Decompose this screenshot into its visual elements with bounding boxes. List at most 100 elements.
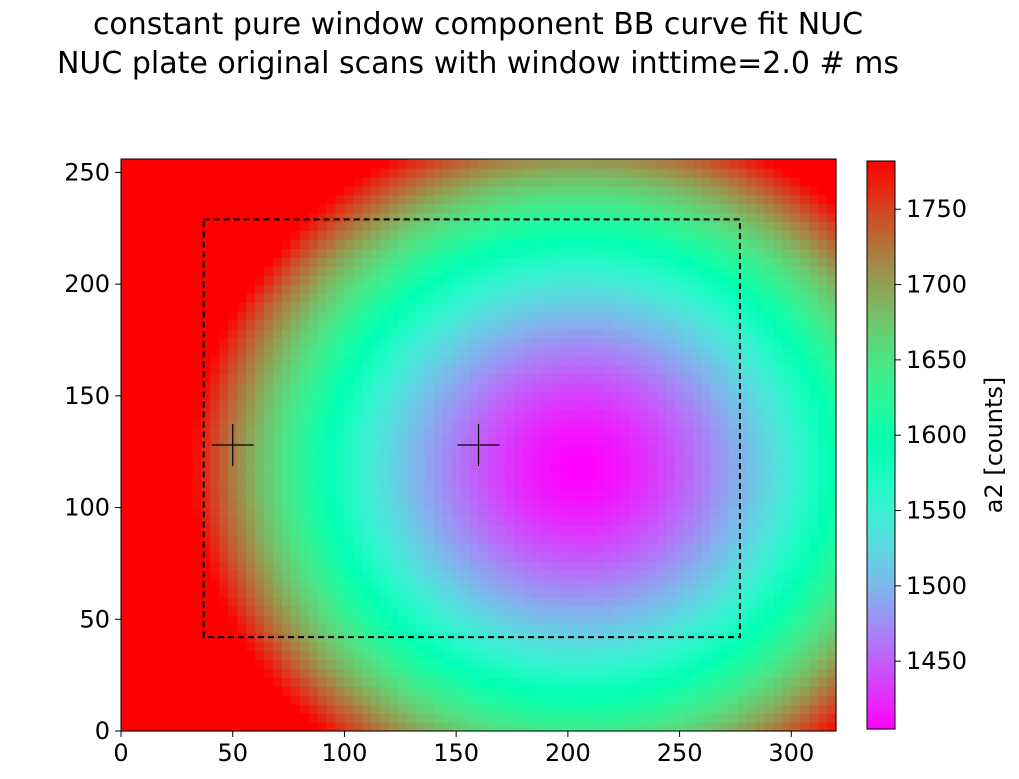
heatmap-cell	[442, 418, 453, 428]
heatmap-cell	[666, 257, 676, 267]
heatmap-cell	[183, 409, 194, 419]
heatmap-cell	[809, 257, 819, 267]
heatmap-cell	[362, 659, 372, 670]
heatmap-cell	[371, 471, 381, 482]
heatmap-cell	[818, 605, 828, 616]
heatmap-cell	[684, 552, 694, 562]
heatmap-cell	[621, 257, 632, 267]
heatmap-cell	[487, 480, 497, 491]
heatmap-cell	[550, 552, 560, 562]
heatmap-cell	[612, 722, 623, 732]
heatmap-cell	[496, 471, 506, 482]
heatmap-cell	[791, 319, 801, 330]
heatmap-cell	[576, 525, 587, 535]
heatmap-cell	[827, 319, 837, 330]
heatmap-cell	[210, 310, 220, 321]
heatmap-cell	[353, 453, 363, 464]
heatmap-cell	[174, 552, 185, 562]
heatmap-cell	[505, 239, 515, 249]
heatmap-cell	[523, 319, 533, 330]
heatmap-cell	[121, 185, 131, 196]
heatmap-cell	[782, 462, 792, 473]
heatmap-cell	[728, 266, 739, 276]
heatmap-cell	[603, 185, 614, 196]
heatmap-cell	[129, 561, 140, 571]
heatmap-cell	[710, 525, 721, 535]
heatmap-cell	[800, 579, 810, 589]
heatmap-cell	[121, 507, 131, 518]
heatmap-cell	[121, 713, 131, 723]
heatmap-cell	[701, 704, 712, 714]
heatmap-cell	[138, 427, 149, 437]
heatmap-cell	[737, 686, 748, 696]
heatmap-cell	[433, 641, 444, 652]
heatmap-cell	[219, 266, 229, 276]
heatmap-cell	[353, 534, 363, 544]
heatmap-cell	[800, 328, 810, 339]
heatmap-cell	[710, 695, 721, 705]
heatmap-cell	[237, 167, 247, 178]
heatmap-cell	[317, 516, 328, 527]
heatmap-cell	[585, 561, 596, 571]
heatmap-cell	[585, 525, 596, 535]
heatmap-cell	[728, 650, 739, 661]
heatmap-cell	[308, 516, 319, 527]
heatmap-cell	[380, 284, 390, 294]
heatmap-cell	[129, 650, 140, 661]
heatmap-cell	[728, 507, 739, 518]
heatmap-cell	[147, 418, 158, 428]
heatmap-cell	[478, 293, 489, 303]
heatmap-cell	[630, 400, 640, 410]
heatmap-cell	[746, 462, 757, 473]
heatmap-cell	[514, 328, 524, 339]
heatmap-cell	[156, 346, 167, 357]
heatmap-cell	[281, 543, 292, 553]
heatmap-cell	[371, 212, 381, 223]
heatmap-cell	[228, 543, 238, 553]
heatmap-cell	[201, 194, 211, 205]
heatmap-cell	[496, 248, 506, 258]
heatmap-cell	[764, 212, 775, 223]
heatmap-cell	[415, 436, 426, 446]
heatmap-cell	[558, 239, 569, 249]
heatmap-cell	[210, 579, 220, 589]
heatmap-cell	[746, 346, 757, 357]
heatmap-cell	[612, 614, 623, 625]
heatmap-cell	[469, 570, 480, 580]
heatmap-cell	[773, 588, 783, 598]
heatmap-cell	[344, 185, 354, 196]
heatmap-cell	[666, 346, 676, 357]
heatmap-cell	[469, 176, 480, 187]
heatmap-cell	[666, 203, 676, 214]
heatmap-cell	[451, 212, 462, 223]
heatmap-cell	[228, 230, 238, 241]
heatmap-cell	[550, 623, 560, 634]
heatmap-cell	[335, 516, 346, 527]
heatmap-cell	[424, 427, 435, 437]
heatmap-cell	[791, 525, 801, 535]
heatmap-cell	[818, 704, 828, 714]
heatmap-cell	[442, 605, 453, 616]
heatmap-cell	[362, 319, 372, 330]
heatmap-cell	[121, 686, 131, 696]
heatmap-cell	[594, 534, 605, 544]
heatmap-cell	[442, 319, 453, 330]
heatmap-cell	[290, 176, 301, 187]
heatmap-cell	[272, 364, 283, 375]
heatmap-cell	[272, 445, 283, 455]
heatmap-cell	[147, 614, 158, 625]
heatmap-cell	[353, 641, 363, 652]
heatmap-cell	[299, 453, 310, 464]
heatmap-cell	[648, 462, 658, 473]
heatmap-cell	[317, 552, 328, 562]
heatmap-cell	[746, 203, 757, 214]
heatmap-cell	[612, 293, 623, 303]
heatmap-cell	[612, 194, 623, 205]
heatmap-cell	[407, 212, 417, 223]
heatmap-cell	[264, 212, 274, 223]
heatmap-cell	[308, 355, 319, 366]
heatmap-cell	[344, 418, 354, 428]
heatmap-cell	[809, 302, 819, 312]
heatmap-cell	[156, 453, 167, 464]
heatmap-cell	[773, 310, 783, 321]
